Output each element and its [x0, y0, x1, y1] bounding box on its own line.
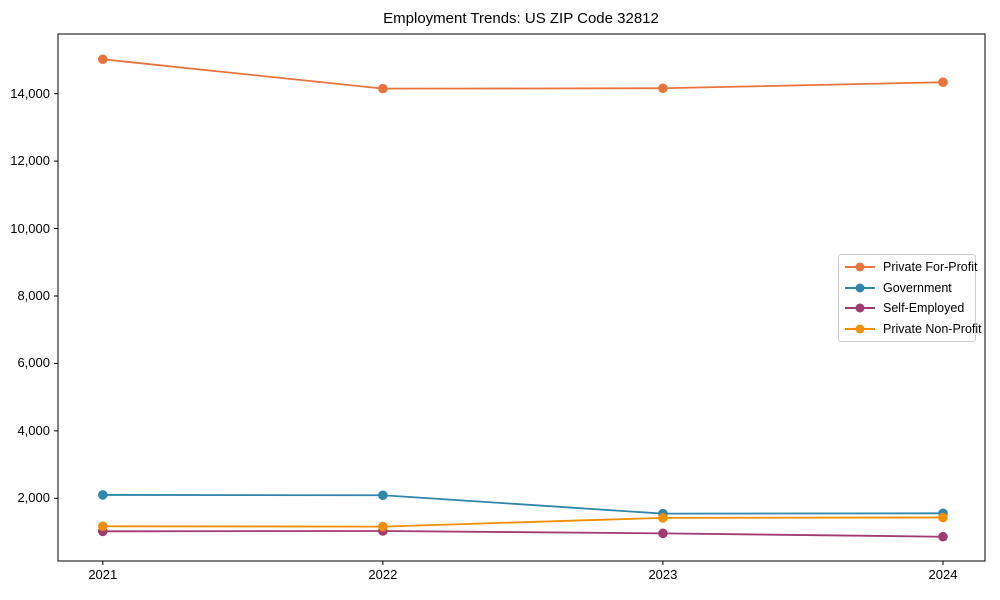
x-tick-label: 2022 [368, 567, 398, 582]
x-tick-label: 2021 [88, 567, 118, 582]
data-point [658, 528, 668, 539]
y-tick-label: 12,000 [10, 153, 50, 169]
data-point [938, 512, 948, 523]
line-marker-icon [845, 303, 875, 313]
legend-item-government: Government [845, 278, 969, 299]
legend-item-private-for-profit: Private For-Profit [845, 257, 977, 278]
y-tick-label: 4,000 [17, 422, 50, 438]
data-point [98, 521, 108, 532]
data-point [378, 83, 388, 94]
data-point [98, 490, 108, 500]
y-tick-label: 6,000 [17, 355, 50, 371]
data-point [938, 77, 948, 88]
data-point [378, 521, 388, 532]
data-point [98, 54, 108, 65]
axes-frame [57, 33, 986, 562]
x-tick-label: 2023 [648, 567, 678, 582]
line-marker-icon [845, 324, 875, 334]
data-point [378, 490, 388, 501]
legend-label: Private Non-Profit [883, 321, 982, 336]
line-marker-icon [845, 283, 875, 293]
x-tick-label: 2024 [928, 567, 958, 582]
legend-item-self-employed: Self-Employed [845, 298, 969, 319]
series-line-private-for-profit [102, 58, 944, 90]
data-point [658, 513, 668, 523]
series-line-self-employed [102, 530, 944, 538]
legend-item-private-non-profit: Private Non-Profit [845, 319, 982, 340]
y-tick-label: 8,000 [17, 287, 50, 303]
legend-label: Self-Employed [883, 301, 965, 316]
series-line-private-non-profit [102, 516, 943, 528]
data-point [938, 531, 948, 542]
legend: Private For-Profit Government Self-Emplo… [838, 254, 982, 342]
y-tick-label: 2,000 [17, 490, 50, 506]
data-point [658, 83, 668, 94]
legend-label: Private For-Profit [883, 260, 978, 275]
series-line-government [102, 494, 943, 515]
y-tick-label: 10,000 [10, 220, 50, 236]
chart-title: Employment Trends: US ZIP Code 32812 [383, 10, 659, 27]
line-marker-icon [845, 262, 875, 272]
legend-label: Government [883, 280, 952, 295]
y-tick-label: 14,000 [10, 85, 50, 101]
